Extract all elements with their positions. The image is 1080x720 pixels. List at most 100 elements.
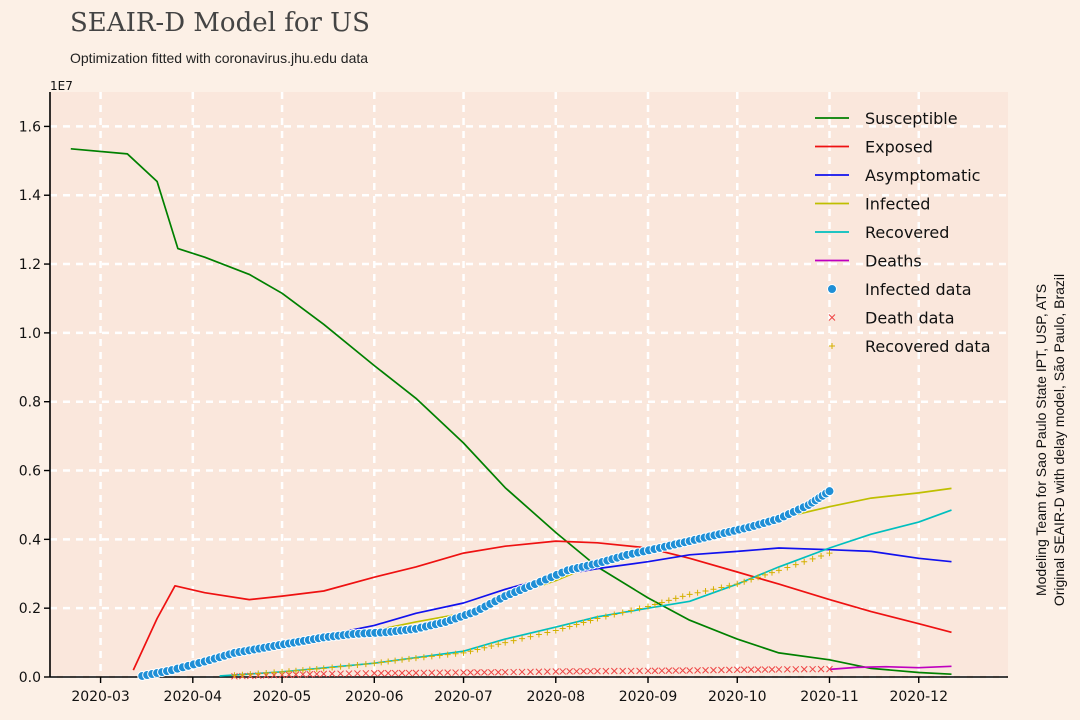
legend-death-data-swatch xyxy=(828,314,836,321)
death-data-point xyxy=(377,669,385,677)
death-data-point xyxy=(602,667,610,675)
death-data-point xyxy=(428,669,436,677)
recovered-data-point xyxy=(552,627,559,634)
recovered-data-point xyxy=(436,652,443,659)
death-data-point xyxy=(299,671,307,678)
recovered-data-point xyxy=(519,635,526,642)
recovered-data-point xyxy=(467,648,474,655)
legend[interactable]: Susceptible Exposed Asymptomatic Infected Re… xyxy=(815,109,991,356)
recovered-data-point xyxy=(412,655,419,662)
recovered-data-point xyxy=(636,605,643,612)
death-data-point xyxy=(328,670,336,678)
deaths-line xyxy=(829,665,952,671)
x-tick-label: 2020-06 xyxy=(345,689,404,705)
death-data-point xyxy=(354,670,361,677)
recovered-data-point xyxy=(672,595,679,602)
death-data-point xyxy=(702,666,709,674)
y-tick-label: 0.0 xyxy=(19,670,41,686)
recovered-data-point xyxy=(378,659,385,666)
recovered-data-point xyxy=(619,609,626,616)
recovered-data-point xyxy=(399,656,406,663)
recovered-data-point xyxy=(255,670,262,677)
death-data-point xyxy=(627,667,635,675)
y-tick-label: 1.6 xyxy=(19,119,41,135)
y-tick-label: 1.0 xyxy=(19,326,41,342)
death-data-point xyxy=(636,667,643,675)
recovered-data-point xyxy=(329,664,336,671)
death-data-point xyxy=(278,671,286,679)
recovered-data-point xyxy=(474,646,481,653)
recovered-data-point xyxy=(775,567,782,574)
recovered-data-point xyxy=(420,654,427,661)
death-data-point xyxy=(619,667,627,675)
exposed-line xyxy=(132,540,952,671)
death-data-point xyxy=(826,665,833,673)
death-data-point xyxy=(543,668,551,675)
death-data-point xyxy=(559,668,567,675)
recovered-data-point xyxy=(279,668,286,675)
death-data-point xyxy=(679,667,687,674)
recovered-data-point xyxy=(495,641,502,648)
recovered-data-point xyxy=(809,555,816,562)
recovered-data-point xyxy=(702,587,709,594)
recovered-data-point xyxy=(535,631,542,638)
death-data-point xyxy=(587,667,594,675)
recovered-data-point xyxy=(741,578,748,585)
chart-subtitle: Optimization fitted with coronavirus.jhu… xyxy=(70,50,369,66)
recovered-data-point xyxy=(306,666,313,673)
recovered-data-point xyxy=(385,658,392,665)
legend-infected-data-label: Infected data xyxy=(865,280,972,299)
legend-recovered-data-swatch xyxy=(829,343,835,349)
recovered-data-point xyxy=(679,593,686,600)
death-data-point xyxy=(405,669,413,677)
legend-recovered-data-label: Recovered data xyxy=(865,337,991,356)
legend-asymptomatic-label: Asymptomatic xyxy=(865,166,980,185)
death-data-point xyxy=(436,669,444,677)
recovered-data-point xyxy=(792,561,799,568)
death-data-point xyxy=(672,667,680,674)
recovered-data-point xyxy=(346,662,353,669)
recovered-data-point xyxy=(337,663,344,670)
death-data-point xyxy=(412,669,420,677)
recovered-data-point xyxy=(710,586,717,593)
death-data-point xyxy=(718,666,725,674)
recovered-data-point xyxy=(658,599,665,606)
recovered-data-point xyxy=(247,671,254,678)
recovered-data-point xyxy=(510,637,517,644)
death-data-point xyxy=(665,667,673,674)
plot-area xyxy=(50,92,1008,677)
recovered-data-point xyxy=(784,564,791,571)
axes: 0.0 0.2 0.4 0.6 0.8 1.0 1.2 1.4 1.6 1E7 2020-03 202… xyxy=(19,79,1008,705)
x-tick-label: 2020-03 xyxy=(71,689,130,705)
death-data-point xyxy=(345,670,353,677)
death-data-point xyxy=(566,668,574,675)
death-data-point xyxy=(510,668,517,676)
death-data-point xyxy=(420,669,428,677)
recovered-data-point xyxy=(762,571,769,578)
x-tick-label: 2020-08 xyxy=(527,689,586,705)
recovered-data-point xyxy=(286,668,293,675)
death-data-point xyxy=(644,667,652,675)
recovered-data-point xyxy=(299,667,306,674)
death-data-point xyxy=(320,670,328,678)
death-data-point xyxy=(800,665,808,673)
recovered-data-point xyxy=(371,660,378,667)
death-data-point xyxy=(398,669,406,677)
death-data-point xyxy=(474,669,481,676)
recovered-data-point xyxy=(611,611,618,618)
recovered-data-point xyxy=(801,558,808,565)
y-tick-label: 0.2 xyxy=(19,601,41,617)
death-data-point xyxy=(573,667,580,675)
death-data-point xyxy=(306,670,314,678)
recovered-data-point xyxy=(481,644,488,651)
recovered-data-point xyxy=(748,576,755,583)
recovered-data-point xyxy=(694,589,701,596)
recovered-data-point xyxy=(734,581,741,588)
death-data-point xyxy=(370,669,378,677)
recovered-data-point xyxy=(587,617,594,624)
recovered-data-point xyxy=(665,597,672,604)
death-data-point xyxy=(809,665,816,673)
legend-infected-data-swatch xyxy=(827,284,837,294)
death-data-point xyxy=(337,670,344,678)
